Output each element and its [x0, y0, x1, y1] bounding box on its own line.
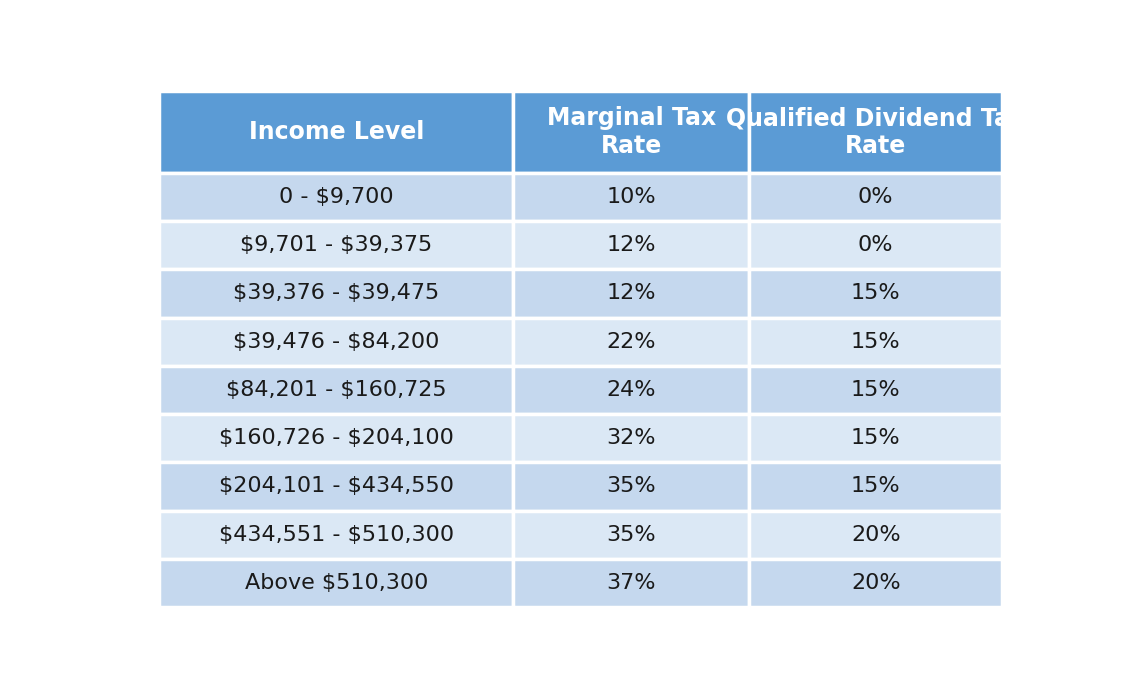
- Bar: [749, 511, 1003, 559]
- Text: 15%: 15%: [851, 428, 901, 448]
- Text: 12%: 12%: [606, 235, 656, 255]
- Bar: [159, 91, 513, 173]
- Bar: [513, 221, 749, 269]
- Text: 15%: 15%: [851, 283, 901, 303]
- Text: 24%: 24%: [606, 380, 656, 400]
- Text: $204,101 - $434,550: $204,101 - $434,550: [219, 476, 453, 496]
- Bar: [513, 462, 749, 511]
- Text: 0%: 0%: [858, 235, 894, 255]
- Text: Income Level: Income Level: [248, 120, 424, 144]
- Bar: [159, 173, 513, 221]
- Text: 10%: 10%: [606, 187, 656, 207]
- Bar: [749, 462, 1003, 511]
- Bar: [749, 366, 1003, 414]
- Text: 22%: 22%: [606, 332, 656, 352]
- Bar: [513, 414, 749, 462]
- Text: 20%: 20%: [851, 573, 901, 593]
- Text: 37%: 37%: [606, 573, 656, 593]
- Bar: [749, 173, 1003, 221]
- Bar: [513, 366, 749, 414]
- Text: 32%: 32%: [606, 428, 656, 448]
- Bar: [749, 221, 1003, 269]
- Text: 15%: 15%: [851, 332, 901, 352]
- Text: $434,551 - $510,300: $434,551 - $510,300: [219, 524, 454, 545]
- Text: $39,476 - $84,200: $39,476 - $84,200: [233, 332, 440, 352]
- Text: 20%: 20%: [851, 524, 901, 545]
- Bar: [749, 559, 1003, 607]
- Bar: [159, 318, 513, 366]
- Bar: [513, 91, 749, 173]
- Bar: [749, 269, 1003, 318]
- Text: $160,726 - $204,100: $160,726 - $204,100: [219, 428, 453, 448]
- Text: $39,376 - $39,475: $39,376 - $39,475: [233, 283, 440, 303]
- Bar: [159, 559, 513, 607]
- Bar: [749, 414, 1003, 462]
- Text: $9,701 - $39,375: $9,701 - $39,375: [240, 235, 433, 255]
- Text: $84,201 - $160,725: $84,201 - $160,725: [225, 380, 446, 400]
- Bar: [159, 414, 513, 462]
- Text: 0 - $9,700: 0 - $9,700: [279, 187, 393, 207]
- Bar: [159, 366, 513, 414]
- Text: Above $510,300: Above $510,300: [245, 573, 428, 593]
- Bar: [159, 269, 513, 318]
- Text: 12%: 12%: [606, 283, 656, 303]
- Text: Qualified Dividend Tax
Rate: Qualified Dividend Tax Rate: [726, 106, 1025, 158]
- Text: 35%: 35%: [606, 476, 656, 496]
- Text: 15%: 15%: [851, 380, 901, 400]
- Bar: [159, 511, 513, 559]
- Bar: [749, 318, 1003, 366]
- Bar: [513, 269, 749, 318]
- Text: 35%: 35%: [606, 524, 656, 545]
- Bar: [749, 91, 1003, 173]
- Text: 0%: 0%: [858, 187, 894, 207]
- Text: 15%: 15%: [851, 476, 901, 496]
- Bar: [513, 173, 749, 221]
- Bar: [513, 559, 749, 607]
- Bar: [159, 221, 513, 269]
- Bar: [513, 511, 749, 559]
- Text: Marginal Tax
Rate: Marginal Tax Rate: [546, 106, 716, 158]
- Bar: [159, 462, 513, 511]
- Bar: [513, 318, 749, 366]
